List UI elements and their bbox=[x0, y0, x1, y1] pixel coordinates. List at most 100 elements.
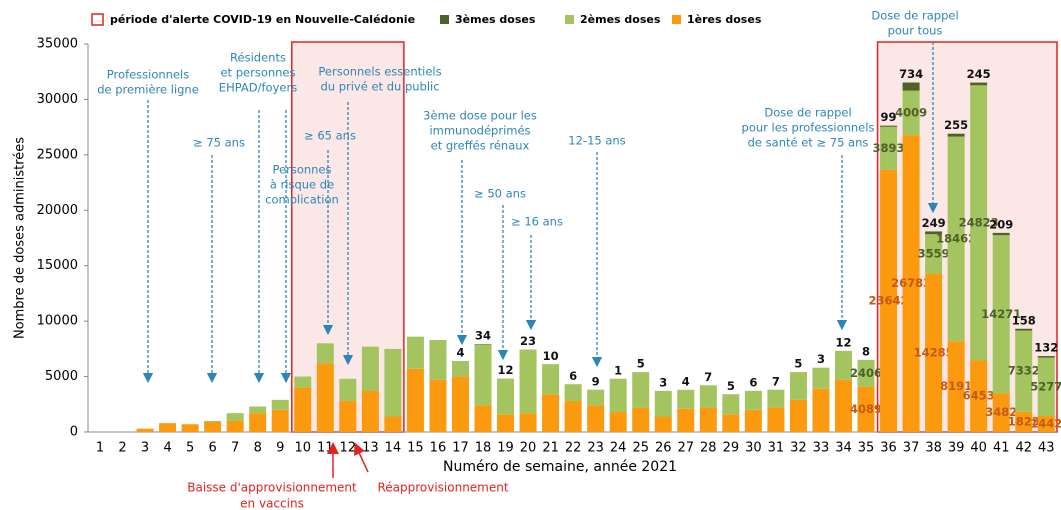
bar-segment bbox=[384, 348, 402, 417]
y-tick-label: 5000 bbox=[45, 369, 78, 384]
data-label: 18462 bbox=[936, 231, 976, 245]
bar-segment bbox=[519, 413, 537, 432]
data-label: 4 bbox=[456, 346, 464, 360]
bar-segment bbox=[699, 385, 717, 408]
bar-segment bbox=[654, 390, 672, 417]
bar-segment bbox=[1015, 411, 1033, 432]
data-label: 209 bbox=[989, 217, 1013, 231]
data-label: 4 bbox=[682, 374, 690, 388]
data-label: 5 bbox=[727, 379, 735, 393]
bar-segment bbox=[1015, 330, 1033, 412]
x-tick-label: 26 bbox=[655, 441, 672, 456]
data-label: 255 bbox=[944, 118, 968, 132]
data-label: 8 bbox=[862, 344, 870, 358]
x-tick-label: 39 bbox=[948, 441, 965, 456]
annotation-text: de première ligne bbox=[97, 83, 199, 97]
bar-segment bbox=[902, 82, 920, 91]
x-tick-label: 40 bbox=[970, 441, 987, 456]
bar-segment bbox=[767, 389, 785, 408]
y-tick-label: 25000 bbox=[37, 147, 78, 162]
data-label: 3559 bbox=[918, 246, 950, 260]
x-tick-label: 17 bbox=[452, 441, 469, 456]
bar-segment bbox=[587, 389, 605, 406]
x-tick-label: 43 bbox=[1038, 441, 1055, 456]
x-tick-label: 7 bbox=[231, 441, 239, 456]
bar-segment bbox=[429, 339, 447, 380]
data-label: 10 bbox=[543, 349, 559, 363]
legend-label: 1ères doses bbox=[687, 13, 762, 26]
bar-segment bbox=[361, 390, 379, 432]
annotation-text: ≥ 75 ans bbox=[193, 136, 245, 150]
bar-segment bbox=[564, 400, 582, 432]
bar-segment bbox=[294, 376, 312, 388]
data-label: 7 bbox=[704, 370, 712, 384]
bar-segment bbox=[632, 407, 650, 432]
bar-segment bbox=[744, 390, 762, 410]
data-label: 5277 bbox=[1030, 379, 1061, 393]
y-tick-label: 10000 bbox=[37, 314, 78, 329]
bar-segment bbox=[789, 372, 807, 400]
x-tick-label: 9 bbox=[276, 441, 284, 456]
bar-segment bbox=[812, 367, 830, 389]
bar-segment bbox=[834, 379, 852, 432]
annotation-text: Professionnels bbox=[107, 68, 189, 82]
bar-segment bbox=[497, 378, 515, 415]
bar-segment bbox=[609, 412, 627, 432]
x-tick-label: 28 bbox=[700, 441, 717, 456]
x-tick-label: 6 bbox=[209, 441, 217, 456]
bar-segment bbox=[226, 413, 244, 421]
data-label: 23642 bbox=[869, 293, 909, 307]
bar-segment bbox=[722, 394, 740, 415]
y-tick-label: 35000 bbox=[37, 37, 78, 52]
data-label: 245 bbox=[967, 67, 991, 81]
bar-segment bbox=[744, 409, 762, 432]
annotation-text: Dose de rappel bbox=[871, 9, 958, 23]
legend-period-swatch bbox=[91, 13, 104, 26]
bar-segment bbox=[181, 424, 199, 432]
bar-segment bbox=[542, 394, 560, 432]
bar-segment bbox=[970, 82, 988, 86]
annotation-text: pour tous bbox=[888, 24, 943, 38]
y-axis-label: Nombre de doses administrées bbox=[13, 137, 28, 339]
x-tick-label: 31 bbox=[768, 441, 785, 456]
data-label: 23 bbox=[520, 334, 536, 348]
bar-segment bbox=[947, 136, 965, 342]
bar-segment bbox=[519, 349, 537, 414]
bar-segment bbox=[406, 336, 424, 369]
bar-segment bbox=[767, 407, 785, 432]
x-tick-label: 5 bbox=[186, 441, 194, 456]
x-tick-label: 29 bbox=[723, 441, 740, 456]
bar-segment bbox=[474, 405, 492, 432]
bar-segment bbox=[339, 400, 357, 432]
x-tick-label: 13 bbox=[362, 441, 379, 456]
bar-segment bbox=[406, 368, 424, 432]
data-label: 1823 bbox=[1008, 414, 1040, 428]
annotation-text: de santé et ≥ 75 ans bbox=[748, 136, 869, 150]
bar-segment bbox=[1015, 328, 1033, 331]
data-label: 14285 bbox=[914, 345, 954, 359]
bar-segment bbox=[992, 232, 1010, 236]
data-label: 6 bbox=[749, 375, 757, 389]
bar-segment bbox=[722, 414, 740, 432]
annotation-text: immunodéprimés bbox=[429, 124, 530, 138]
x-tick-label: 42 bbox=[1015, 441, 1032, 456]
bar-segment bbox=[249, 413, 267, 432]
data-label: 5 bbox=[794, 357, 802, 371]
bar-segment bbox=[992, 235, 1010, 394]
legend-period: période d'alerte COVID-19 en Nouvelle-Ca… bbox=[110, 13, 415, 26]
x-tick-label: 2 bbox=[118, 441, 126, 456]
legend-label: 3èmes doses bbox=[455, 13, 536, 26]
bar-segment bbox=[834, 351, 852, 380]
data-label: 3 bbox=[817, 352, 825, 366]
x-tick-label: 23 bbox=[587, 441, 604, 456]
bar-segment bbox=[564, 384, 582, 401]
bar-segment bbox=[992, 393, 1010, 432]
data-label: 24823 bbox=[959, 215, 999, 229]
legend-swatch bbox=[565, 15, 574, 24]
y-tick-label: 20000 bbox=[37, 203, 78, 218]
bar-segment bbox=[925, 273, 943, 432]
data-label: 6 bbox=[569, 369, 577, 383]
x-tick-label: 16 bbox=[430, 441, 447, 456]
x-tick-label: 8 bbox=[254, 441, 262, 456]
